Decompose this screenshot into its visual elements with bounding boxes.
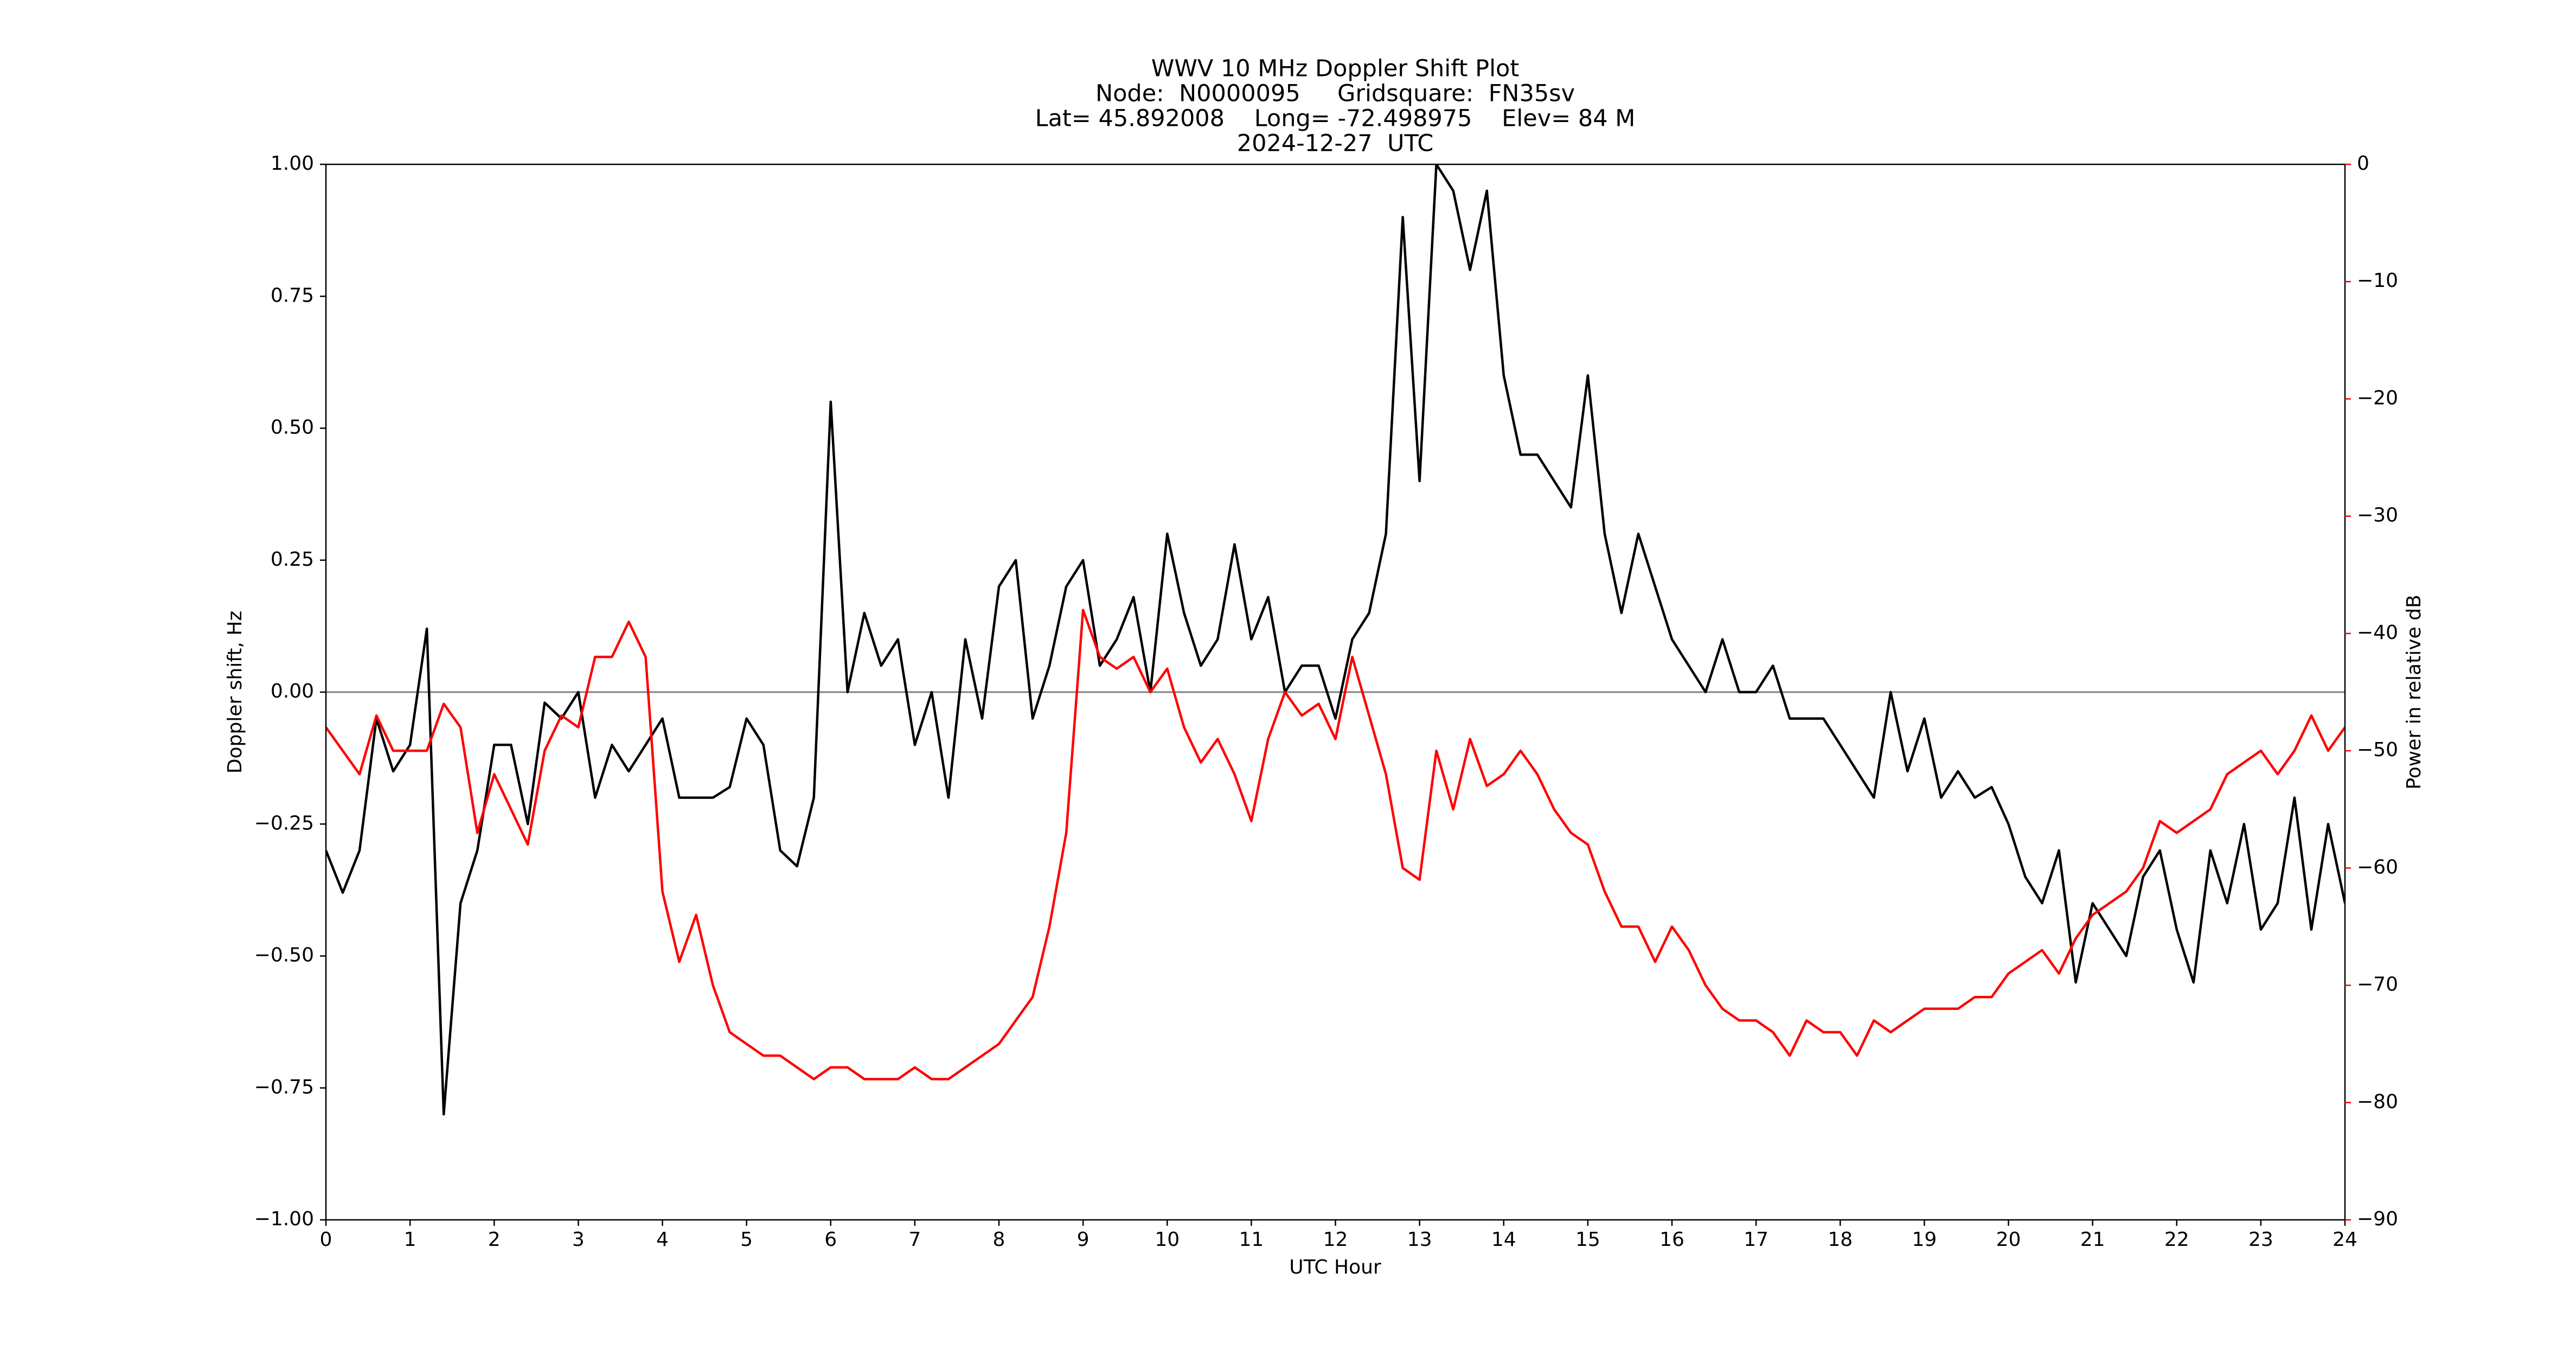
y2-tick-label: −50 [2357,739,2398,761]
series-line [326,609,2345,1080]
y2-tick-label: −60 [2357,856,2398,878]
x-tick-label: 3 [572,1229,585,1251]
chart-subtitle: Lat= 45.892008 Long= -72.498975 Elev= 84… [1035,105,1636,132]
x-tick-label: 24 [2333,1229,2357,1251]
y-tick-label: 0.25 [271,548,314,571]
chart-subtitle: 2024-12-27 UTC [1237,130,1433,157]
x-tick-label: 21 [2080,1229,2105,1251]
x-tick-label: 10 [1155,1229,1180,1251]
x-tick-label: 8 [993,1229,1005,1251]
plot-area [326,164,2345,1116]
y-tick-label: 0.75 [271,284,314,306]
y2-tick-label: −20 [2357,387,2398,409]
x-tick-label: 11 [1239,1229,1264,1251]
series-line [326,164,2345,1116]
x-tick-label: 12 [1323,1229,1348,1251]
y-tick-label: −0.75 [254,1076,314,1098]
y-tick-label: −0.25 [254,812,314,834]
x-tick-label: 19 [1912,1229,1937,1251]
x-tick-label: 7 [908,1229,921,1251]
x-tick-label: 1 [404,1229,416,1251]
x-tick-label: 6 [824,1229,837,1251]
x-tick-label: 5 [740,1229,753,1251]
y2-tick-label: −30 [2357,504,2398,527]
y-tick-label: −1.00 [254,1208,314,1230]
y-tick-label: 1.00 [271,152,314,175]
x-tick-label: 17 [1744,1229,1768,1251]
y2-tick-label: −90 [2357,1208,2398,1230]
y2-tick-label: 0 [2357,152,2369,175]
y2-tick-label: −40 [2357,622,2398,644]
x-tick-label: 13 [1407,1229,1432,1251]
y2-tick-label: −70 [2357,974,2398,996]
y2-axis-label: Power in relative dB [2403,594,2425,789]
y-tick-label: −0.50 [254,944,314,967]
y2-tick-label: −10 [2357,270,2398,292]
x-axis-label: UTC Hour [1289,1256,1381,1278]
x-tick-label: 20 [1996,1229,2021,1251]
y-tick-label: 0.00 [271,680,314,702]
y-axis-label: Doppler shift, Hz [224,611,246,773]
x-tick-label: 2 [488,1229,501,1251]
x-tick-label: 22 [2164,1229,2189,1251]
x-tick-label: 0 [320,1229,332,1251]
x-tick-label: 18 [1828,1229,1853,1251]
y2-tick-label: −80 [2357,1091,2398,1113]
chart-subtitle: Node: N0000095 Gridsquare: FN35sv [1095,80,1575,107]
y-tick-label: 0.50 [271,417,314,439]
chart-title: WWV 10 MHz Doppler Shift Plot [1151,55,1519,82]
x-tick-label: 4 [656,1229,669,1251]
x-tick-label: 23 [2248,1229,2273,1251]
x-tick-label: 9 [1077,1229,1090,1251]
x-tick-label: 14 [1491,1229,1516,1251]
x-tick-label: 15 [1575,1229,1600,1251]
x-tick-label: 16 [1659,1229,1684,1251]
